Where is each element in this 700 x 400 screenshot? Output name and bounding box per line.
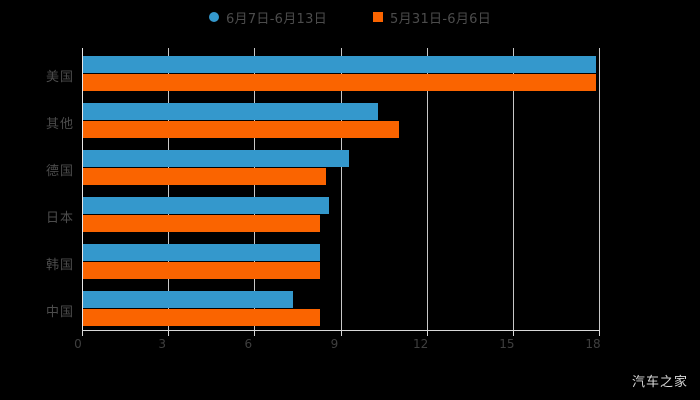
chart-legend: 6月7日-6月13日 5月31日-6月6日 — [0, 0, 700, 34]
legend-item-label: 5月31日-6月6日 — [390, 11, 492, 27]
bar-group — [82, 291, 599, 326]
x-axis-tick — [340, 331, 342, 336]
legend-item[interactable]: 5月31日-6月6日 — [373, 8, 491, 27]
x-axis-tick-label: 18 — [585, 337, 601, 351]
gridline — [254, 48, 256, 330]
y-axis-category-label: 其他 — [45, 117, 74, 132]
gridline — [426, 48, 428, 330]
y-axis-category-label: 美国 — [45, 70, 74, 85]
bar[interactable] — [82, 244, 321, 261]
bar[interactable] — [82, 291, 294, 308]
y-axis-category-label: 韩国 — [45, 258, 74, 273]
bar[interactable] — [82, 103, 378, 120]
y-axis-category-label: 德国 — [45, 164, 74, 179]
bar[interactable] — [82, 309, 321, 326]
bar-group — [82, 244, 599, 279]
gridline — [340, 48, 342, 330]
bar[interactable] — [82, 56, 597, 73]
legend-square-icon — [373, 12, 383, 22]
bar[interactable] — [82, 168, 327, 185]
bar[interactable] — [82, 121, 400, 138]
x-axis-tick-label: 0 — [74, 337, 82, 351]
legend-item-label: 6月7日-6月13日 — [225, 11, 327, 27]
x-axis-tick-label: 15 — [499, 337, 515, 351]
x-axis-tick — [82, 331, 83, 336]
x-axis-tick — [512, 331, 514, 336]
watermark-label: 汽车之家 — [631, 375, 688, 390]
legend-dot-icon — [208, 12, 219, 22]
legend-item[interactable]: 6月7日-6月13日 — [208, 8, 327, 27]
gridline — [512, 48, 514, 330]
x-axis-tick-label: 9 — [330, 337, 339, 351]
bar[interactable] — [82, 150, 350, 167]
bar-group — [82, 150, 599, 185]
bar[interactable] — [82, 74, 597, 91]
bar[interactable] — [82, 262, 321, 279]
bar[interactable] — [82, 215, 321, 232]
bar-group — [82, 56, 599, 91]
x-axis-tick — [599, 331, 600, 336]
x-axis-tick-label: 6 — [244, 337, 253, 351]
bar-group — [82, 197, 599, 232]
x-axis-tick — [168, 331, 170, 336]
y-axis-category-labels: 美国其他德国日本韩国中国 — [0, 48, 74, 330]
x-axis-tick — [426, 331, 428, 336]
x-axis-tick-label: 12 — [413, 337, 429, 351]
x-axis-tick — [254, 331, 256, 336]
plot-area — [82, 48, 600, 330]
x-axis-tick-label: 3 — [158, 337, 166, 351]
gridline — [599, 48, 600, 330]
y-axis-category-label: 中国 — [45, 305, 74, 320]
y-axis-category-label: 日本 — [45, 211, 74, 226]
x-axis-line — [82, 330, 600, 331]
gridline — [168, 48, 170, 330]
bar[interactable] — [82, 197, 329, 214]
bar-group — [82, 103, 599, 138]
y-axis-line — [82, 48, 83, 330]
